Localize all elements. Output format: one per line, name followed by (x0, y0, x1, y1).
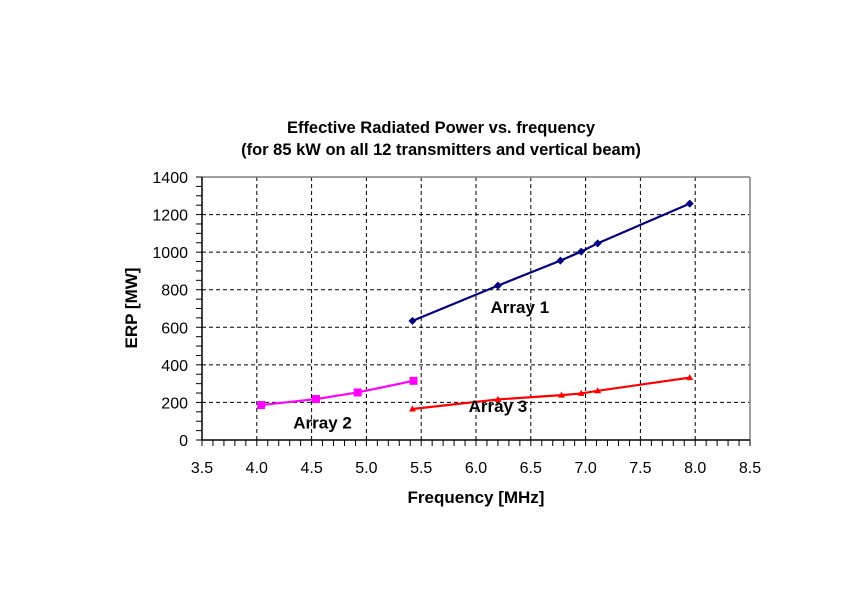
data-point-array-2 (409, 376, 418, 385)
x-tick-label: 7.0 (574, 460, 596, 477)
y-tick-label: 1200 (152, 208, 188, 225)
x-tick-label: 6.0 (465, 460, 487, 477)
data-point-array-3 (577, 389, 585, 396)
y-tick-label: 400 (161, 358, 188, 375)
data-point-array-3 (557, 391, 565, 398)
plot-border (202, 176, 751, 440)
series-label-array-2: Array 2 (293, 414, 352, 433)
data-point-array-2 (311, 395, 320, 404)
chart-subtitle: (for 85 kW on all 12 transmitters and ve… (241, 141, 641, 159)
data-point-array-1 (685, 199, 694, 208)
data-point-array-3 (408, 405, 416, 412)
y-tick-label: 1000 (152, 245, 188, 262)
x-tick-label: 5.5 (410, 460, 432, 477)
x-tick-labels: 3.5 4.0 4.5 5.0 5.5 6.0 6.5 7.0 7.5 8.0 8.5 (191, 460, 761, 477)
data-point-array-1 (577, 247, 586, 256)
series-array-2 (257, 376, 418, 410)
data-point-array-1 (593, 239, 602, 248)
series-line-array-1 (412, 202, 691, 322)
data-point-array-3 (686, 374, 694, 381)
y-tick-label: 200 (161, 395, 188, 412)
y-tick-label: 800 (161, 283, 188, 300)
series-array-1 (408, 199, 694, 325)
series-label-array-3: Array 3 (469, 397, 528, 416)
x-tick-label: 8.0 (684, 460, 706, 477)
axes (196, 176, 751, 446)
data-point-array-2 (353, 388, 362, 397)
data-point-array-1 (493, 281, 502, 290)
chart-title: Effective Radiated Power vs. frequency (287, 119, 596, 137)
y-tick-label: 0 (179, 433, 188, 450)
x-tick-label: 4.0 (246, 460, 268, 477)
x-tick-label: 4.5 (300, 460, 322, 477)
plot-area: 3.5 4.0 4.5 5.0 5.5 6.0 6.5 7.0 7.5 8.0 8.5 0 200 40… (152, 170, 761, 477)
series-label-array-1: Array 1 (491, 298, 550, 317)
series-layer (257, 199, 694, 412)
series-array-3 (408, 374, 694, 412)
x-axis-title: Frequency [MHz] (408, 488, 545, 507)
y-tick-label: 600 (161, 320, 188, 337)
data-point-array-3 (594, 387, 602, 394)
data-point-array-3 (494, 395, 502, 402)
series-line-array-2 (261, 379, 414, 407)
x-tick-label: 5.0 (355, 460, 377, 477)
x-tick-label: 6.5 (520, 460, 542, 477)
x-tick-label: 8.5 (739, 460, 761, 477)
data-point-array-1 (408, 316, 417, 325)
data-point-array-2 (257, 401, 266, 410)
x-tick-label: 3.5 (191, 460, 213, 477)
x-tick-label: 7.5 (629, 460, 651, 477)
data-point-array-1 (556, 256, 565, 265)
series-line-array-3 (412, 376, 690, 411)
y-tick-labels: 0 200 400 600 800 1000 1200 1400 (152, 170, 188, 450)
y-tick-label: 1400 (152, 170, 188, 187)
annotation-layer: Array 1 Array 2 Array 3 (293, 298, 549, 433)
y-axis-title: ERP [MW] (122, 268, 141, 349)
